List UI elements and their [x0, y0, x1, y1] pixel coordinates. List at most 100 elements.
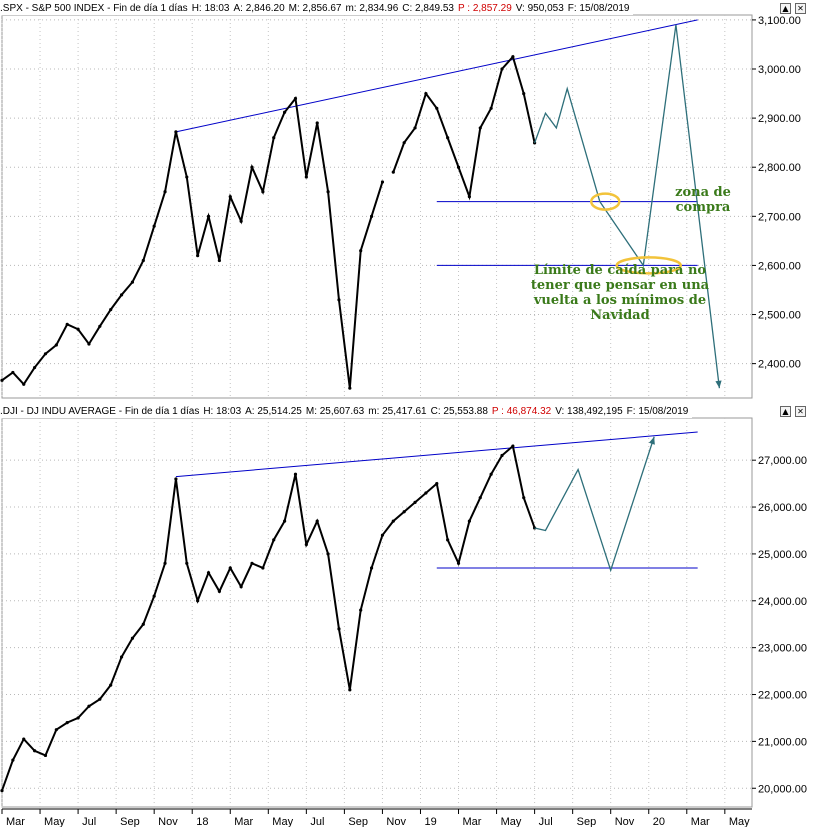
dji-price-point	[163, 561, 167, 565]
dji-ytick-label: 22,000.00	[758, 690, 807, 702]
spx-price-point	[152, 224, 156, 228]
spx-projection-path	[533, 24, 721, 389]
spx-a: A: 2,846.20	[233, 2, 285, 14]
spx-price-point	[283, 110, 287, 114]
dji-price-point	[446, 538, 450, 542]
spx-price-point	[489, 106, 493, 110]
spx-price-point	[467, 195, 471, 199]
dji-v: V: 138,492,195	[555, 405, 623, 417]
dji-projection-arrowhead	[648, 436, 655, 445]
dji-price-point	[0, 788, 4, 793]
spx-price-point	[326, 190, 330, 194]
dji-ytick-label: 21,000.00	[758, 736, 807, 748]
spx-min: m: 2,834.96	[345, 2, 399, 14]
dji-price-point	[348, 688, 352, 692]
spx-price-point	[43, 352, 48, 356]
spx-price-point	[87, 342, 91, 346]
dji-price-point	[413, 500, 417, 504]
limite-line2: tener que pensar en una	[530, 278, 710, 293]
spx-ytick-label: 2,900.00	[758, 113, 801, 125]
dji-a: A: 25,514.25	[245, 405, 302, 417]
dji-price-point	[391, 519, 395, 523]
dji-ytick-label: 26,000.00	[758, 502, 807, 514]
dji-trend-line	[175, 431, 698, 478]
dji-collapse-button[interactable]: ▲	[780, 406, 791, 417]
zona-compra-annotation: zona de compra	[668, 185, 738, 215]
spx-price-line	[1, 96, 384, 389]
spx-price-point	[337, 298, 341, 302]
x-tick-label: Jul	[82, 816, 96, 827]
spx-price-point	[522, 91, 526, 96]
spx-price-point	[424, 91, 428, 96]
spx-collapse-button[interactable]: ▲	[780, 3, 791, 14]
spx-price-point	[380, 180, 385, 184]
dji-price-point	[119, 655, 124, 659]
dji-price-point	[272, 538, 276, 542]
dji-projection-path	[534, 436, 655, 573]
dji-price-point	[337, 627, 341, 631]
spx-plot-frame	[1, 14, 753, 399]
dji-price-point	[130, 636, 135, 640]
x-tick-label: Nov	[386, 816, 406, 827]
spx-price-point	[250, 165, 254, 169]
dji-price-point	[283, 519, 287, 523]
x-tick-label: Sep	[577, 816, 597, 827]
dji-price-point	[196, 599, 200, 603]
spx-header: .SPX - S&P 500 INDEX - Fin de día 1 días…	[0, 1, 634, 15]
dji-m: M: 25,607.63	[305, 405, 365, 417]
x-tick-label: Mar	[691, 816, 710, 827]
dji-price-point	[511, 444, 515, 448]
spx-ytick-label: 2,800.00	[758, 162, 801, 174]
dji-price-point	[174, 477, 178, 481]
spx-price-point	[369, 214, 374, 218]
dji-price-point	[424, 491, 428, 495]
x-tick-label: Sep	[348, 816, 368, 827]
dji-price-point	[326, 552, 330, 556]
dji-ytick-label: 25,000.00	[758, 549, 807, 561]
spx-price-point	[391, 170, 395, 174]
spx-panel: 2,400.00 2,500.00 2,600.00 2,700.00 2,800.00…	[0, 14, 801, 399]
dji-price-point	[369, 566, 374, 570]
spx-price-point	[54, 343, 58, 347]
dji-price-point	[402, 510, 406, 514]
dji-price-point	[185, 561, 189, 565]
dji-price-point	[478, 496, 482, 500]
dji-plot-frame	[1, 417, 753, 808]
x-tick-label: Jul	[539, 816, 553, 827]
dji-price-point	[11, 758, 15, 762]
spx-price-point	[261, 190, 265, 194]
dji-h: H: 18:03	[203, 405, 242, 417]
dji-price-point	[43, 753, 48, 758]
spx-price-point	[500, 67, 504, 71]
spx-c: C: 2,849.53	[402, 2, 454, 14]
spx-price-point	[22, 382, 26, 386]
dji-price-point	[109, 683, 113, 687]
spx-price-point	[359, 249, 363, 253]
spx-ytick-label: 2,600.00	[758, 260, 801, 272]
dji-close-button[interactable]: ✕	[795, 406, 806, 417]
dji-price-point	[293, 472, 298, 476]
dji-price-point	[304, 542, 308, 547]
spx-price-point	[33, 365, 37, 370]
dji-min: m: 25,417.61	[368, 405, 427, 417]
spx-price-point	[0, 378, 4, 382]
spx-p: P : 2,857.29	[458, 2, 512, 14]
dji-ytick-label: 23,000.00	[758, 643, 807, 655]
spx-price-point	[272, 136, 276, 140]
spx-price-point	[402, 141, 406, 145]
dji-price-point	[76, 716, 80, 720]
spx-price-point	[163, 190, 167, 194]
spx-price-point	[304, 175, 308, 179]
spx-close-button[interactable]: ✕	[795, 3, 806, 14]
x-tick-label: Mar	[463, 816, 482, 827]
spx-price-point	[478, 126, 482, 130]
zona-line2: compra	[675, 200, 731, 215]
spx-price-point	[174, 130, 178, 134]
limite-highlight	[615, 256, 682, 275]
spx-price-point	[130, 280, 135, 284]
spx-ytick-label: 2,700.00	[758, 211, 801, 223]
dji-ytick-label: 24,000.00	[758, 596, 807, 608]
spx-projection-arrowhead	[715, 380, 722, 389]
dji-price-point	[435, 482, 439, 486]
dji-price-point	[54, 728, 58, 732]
